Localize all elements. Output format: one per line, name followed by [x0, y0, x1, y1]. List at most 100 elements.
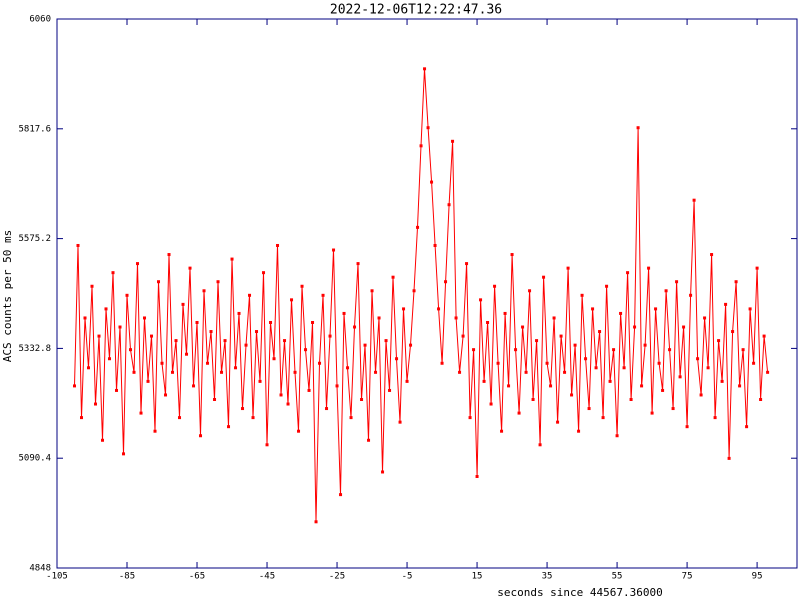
data-point	[633, 325, 637, 329]
data-point	[636, 126, 640, 130]
data-point	[409, 343, 413, 347]
data-point	[706, 366, 710, 370]
data-point	[591, 307, 595, 311]
data-point	[566, 266, 570, 270]
data-point	[94, 402, 98, 406]
data-point	[293, 370, 297, 374]
data-point	[104, 307, 108, 311]
data-point	[594, 366, 598, 370]
data-point	[496, 361, 500, 365]
data-point	[300, 284, 304, 288]
data-point	[321, 293, 325, 297]
data-point	[713, 416, 717, 420]
data-point	[752, 361, 756, 365]
data-point	[731, 330, 735, 334]
data-point	[136, 262, 140, 266]
data-point	[458, 370, 462, 374]
data-point	[332, 248, 336, 252]
y-tick-label: 5575.2	[18, 234, 51, 244]
data-point	[122, 452, 126, 456]
data-point	[685, 425, 689, 429]
data-point	[584, 357, 588, 361]
data-point	[220, 370, 224, 374]
data-point	[426, 126, 430, 130]
data-point	[500, 429, 504, 433]
x-tick-label: -45	[259, 572, 275, 582]
data-point	[269, 320, 273, 324]
data-point	[174, 339, 178, 343]
data-point	[678, 375, 682, 379]
data-point	[328, 334, 332, 338]
data-point	[573, 343, 577, 347]
data-point	[346, 366, 350, 370]
data-point	[552, 316, 556, 320]
data-point	[608, 379, 612, 383]
data-point	[556, 420, 560, 424]
x-tick-label: 75	[682, 572, 693, 582]
data-line	[74, 68, 769, 522]
data-point	[367, 438, 371, 442]
data-point	[720, 379, 724, 383]
data-point	[150, 334, 154, 338]
data-point	[451, 139, 455, 143]
data-point	[360, 397, 364, 401]
data-point	[76, 243, 80, 247]
data-point	[290, 298, 294, 302]
data-point	[167, 253, 171, 257]
data-point	[423, 67, 427, 71]
data-point	[405, 379, 409, 383]
data-point	[433, 243, 437, 247]
data-point	[521, 325, 525, 329]
data-point	[374, 370, 378, 374]
x-tick-label: -105	[46, 572, 68, 582]
data-point	[640, 384, 644, 388]
data-point	[381, 470, 385, 474]
data-point	[153, 429, 157, 433]
data-point	[587, 407, 591, 411]
data-point	[664, 289, 668, 293]
data-point	[143, 316, 147, 320]
data-point	[353, 325, 357, 329]
data-point	[234, 366, 238, 370]
data-point	[454, 316, 458, 320]
data-point	[601, 416, 605, 420]
data-point	[129, 348, 133, 352]
data-point	[577, 429, 581, 433]
data-point	[524, 370, 528, 374]
data-point	[244, 343, 248, 347]
data-point	[696, 357, 700, 361]
data-point	[125, 293, 129, 297]
data-point	[710, 253, 714, 257]
data-point	[146, 379, 150, 383]
data-point	[755, 266, 759, 270]
data-point	[395, 357, 399, 361]
data-point	[514, 348, 518, 352]
data-point	[307, 388, 311, 392]
data-point	[297, 429, 301, 433]
data-point	[430, 180, 434, 184]
data-point	[482, 379, 486, 383]
data-point	[276, 243, 280, 247]
data-point	[237, 311, 241, 315]
data-point	[654, 307, 658, 311]
data-point	[535, 339, 539, 343]
data-point	[304, 348, 308, 352]
data-point	[626, 271, 630, 275]
data-point	[759, 397, 763, 401]
data-point	[87, 366, 91, 370]
y-tick-label: 5817.6	[18, 124, 51, 134]
data-point	[192, 384, 196, 388]
data-point	[339, 493, 343, 497]
data-point	[111, 271, 115, 275]
data-point	[545, 361, 549, 365]
data-point	[216, 280, 220, 284]
data-point	[97, 334, 101, 338]
data-point	[563, 370, 567, 374]
data-point	[531, 397, 535, 401]
data-point	[692, 198, 696, 202]
data-point	[689, 293, 693, 297]
data-point	[650, 411, 654, 415]
data-point	[675, 280, 679, 284]
data-point	[255, 330, 259, 334]
